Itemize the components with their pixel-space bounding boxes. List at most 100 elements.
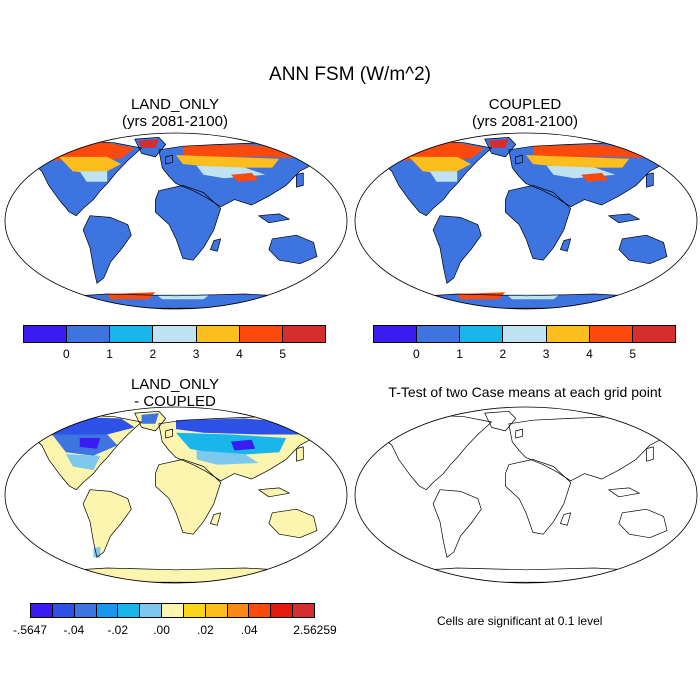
- coastline-madagascar: [560, 512, 572, 526]
- data-cell-region: [138, 139, 159, 148]
- coastline-nz: [330, 261, 339, 273]
- coastline-indonesia: [258, 213, 290, 224]
- coastline-samerica: [82, 215, 132, 284]
- coastline-namerica: [374, 414, 492, 491]
- coastline-australia: [268, 508, 318, 539]
- coastline-namerica: [24, 414, 142, 491]
- coastline-nz: [330, 535, 339, 547]
- land-indonesia: [258, 213, 290, 223]
- coastline-australia: [268, 234, 318, 265]
- land-australia: [268, 509, 317, 538]
- land-africa: [155, 185, 221, 261]
- coastline-samerica: [82, 489, 132, 558]
- colorbar-difference-swatch: [74, 604, 97, 617]
- coastline-africa: [505, 459, 572, 535]
- colorbar-difference-swatch: [205, 604, 228, 617]
- map-ttest: [354, 406, 698, 584]
- panel-title-difference-line2: - COUPLED: [134, 393, 216, 410]
- colorbar-land-only-swatch: [24, 326, 68, 342]
- coastline-namerica: [24, 140, 142, 217]
- colorbar-difference-swatch: [183, 604, 206, 617]
- map-land-only: [4, 132, 348, 310]
- colorbar-difference-tick-label: .00: [153, 623, 170, 637]
- panel-title-land-only-line2: (yrs 2081-2100): [122, 113, 228, 130]
- land-uk: [165, 155, 173, 164]
- colorbar-difference-tick-label: -.02: [107, 623, 129, 637]
- panel-title-coupled: COUPLED (yrs 2081-2100): [375, 96, 675, 130]
- data-cell-region: [59, 156, 121, 175]
- coastline-indonesia: [608, 487, 640, 498]
- coastline-greenland: [484, 410, 517, 432]
- map-coupled: [354, 132, 698, 310]
- data-cell-region: [79, 438, 101, 449]
- data-cell-region: [176, 432, 287, 456]
- colorbar-difference-swatch: [31, 604, 53, 617]
- data-cell-region: [196, 450, 259, 465]
- data-cell-region: [176, 155, 280, 168]
- colorbar-difference-ticks: -.5647 -.04 -.02 .00 .02 .04 2.56259: [13, 623, 337, 639]
- panel-title-difference-line1: LAND_ONLY: [130, 376, 220, 393]
- coastline-samerica: [432, 489, 482, 558]
- land-samerica: [83, 489, 132, 558]
- colorbar-difference-swatch: [140, 604, 163, 617]
- panel-title-coupled-line1: COUPLED: [488, 96, 562, 113]
- land-japan: [296, 446, 304, 462]
- map-border: [354, 132, 698, 310]
- coastline-indonesia: [608, 213, 640, 224]
- colorbar-land-only-tick-label: 3: [192, 347, 200, 361]
- colorbar-coupled-tick-label: 3: [542, 347, 550, 361]
- colorbar-coupled-tick-label: 5: [629, 347, 637, 361]
- coastline-nz: [680, 261, 689, 273]
- map-border: [354, 406, 698, 584]
- colorbar-land-only-tick-label: 1: [106, 347, 113, 361]
- colorbar-coupled-swatch: [589, 326, 633, 342]
- land-australia: [268, 235, 317, 264]
- colorbar-coupled-swatch: [374, 326, 418, 342]
- colorbar-coupled-tick-label: 0: [412, 347, 420, 361]
- colorbar-difference-tick-label: .04: [240, 623, 258, 637]
- land-nz: [681, 536, 688, 547]
- land-samerica: [433, 215, 482, 284]
- map-border: [4, 406, 348, 584]
- coastline-nz: [680, 535, 689, 547]
- coastline-madagascar: [560, 238, 572, 252]
- colorbar-difference-tick-label: -.04: [63, 623, 85, 637]
- colorbar-difference-swatch: [227, 604, 250, 617]
- colorbar-difference-swatch: [162, 604, 184, 617]
- coastline-australia: [618, 508, 668, 539]
- colorbar-coupled-ticks: 0 1 2 3 4 5: [373, 347, 676, 363]
- data-cell-region: [231, 172, 259, 182]
- colorbar-coupled-swatch: [503, 326, 547, 342]
- colorbar-coupled-swatch: [632, 326, 675, 342]
- panel-title-land-only-line1: LAND_ONLY: [130, 96, 220, 113]
- coastline-uk: [515, 154, 523, 165]
- colorbar-land-only-tick-label: 2: [149, 347, 157, 361]
- data-cell-region: [231, 439, 256, 451]
- land-nz: [680, 261, 688, 273]
- data-cell-region: [141, 413, 159, 424]
- colorbar-land-only-ticks: 0 1 2 3 4 5: [23, 347, 326, 363]
- coastline-uk: [165, 428, 173, 439]
- land-antarctica: [52, 568, 307, 583]
- colorbar-coupled-swatch: [460, 326, 504, 342]
- panel-title-coupled-line2: (yrs 2081-2100): [472, 113, 578, 130]
- data-cell-region: [488, 139, 509, 148]
- colorbar-coupled-swatch: [417, 326, 461, 342]
- coastline-australia: [618, 234, 668, 265]
- data-cell-region: [79, 171, 108, 182]
- land-japan: [646, 172, 654, 188]
- colorbar-difference: [30, 603, 315, 618]
- data-cell-region: [409, 156, 471, 175]
- colorbar-land-only-swatch: [110, 326, 154, 342]
- coastline-namerica: [374, 140, 492, 217]
- colorbar-land-only: [23, 325, 326, 343]
- coastline-samerica: [432, 215, 482, 284]
- colorbar-difference-swatch: [96, 604, 119, 617]
- colorbar-land-only-swatch: [196, 326, 240, 342]
- coastline-uk: [515, 428, 523, 439]
- coastline-uk: [165, 154, 173, 165]
- data-cell-region: [581, 172, 609, 182]
- map-difference: [4, 406, 348, 584]
- colorbar-coupled-tick-label: 2: [499, 347, 507, 361]
- land-africa: [155, 459, 221, 535]
